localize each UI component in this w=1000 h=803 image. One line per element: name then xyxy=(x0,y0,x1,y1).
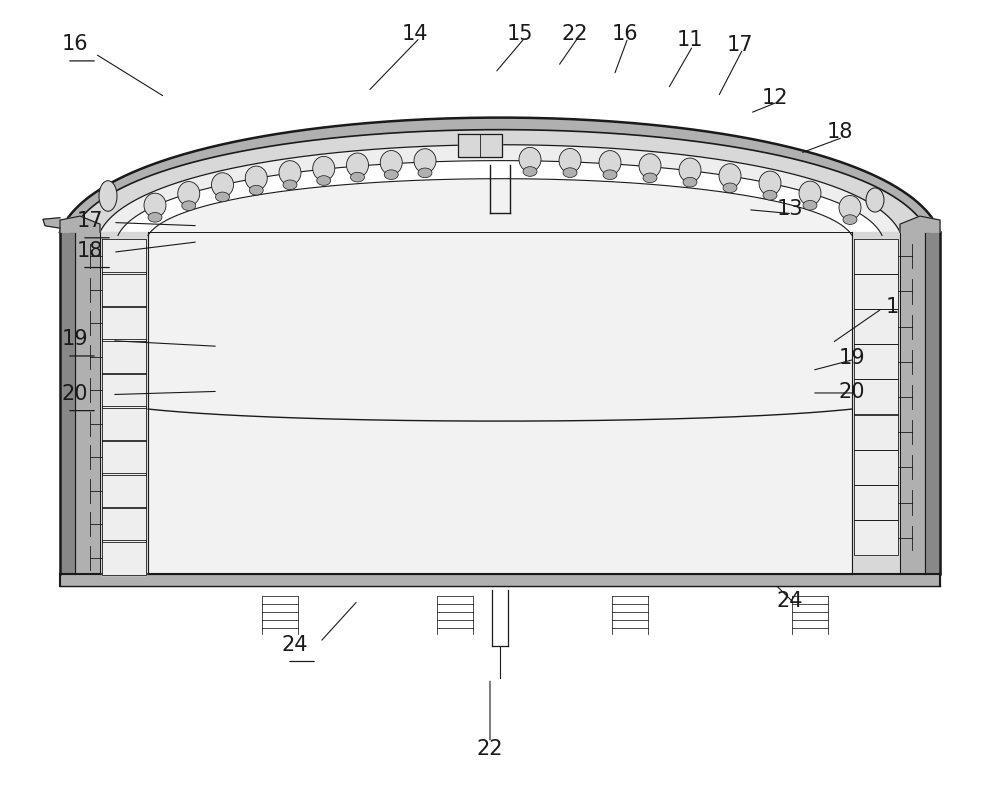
Polygon shape xyxy=(60,119,940,233)
Polygon shape xyxy=(102,406,146,442)
Polygon shape xyxy=(900,217,940,233)
Polygon shape xyxy=(925,233,940,574)
Ellipse shape xyxy=(347,154,369,178)
Ellipse shape xyxy=(763,191,777,201)
Polygon shape xyxy=(854,380,898,415)
Polygon shape xyxy=(72,131,928,233)
Ellipse shape xyxy=(559,149,581,173)
Polygon shape xyxy=(854,344,898,380)
Polygon shape xyxy=(102,340,146,375)
Ellipse shape xyxy=(418,169,432,178)
Polygon shape xyxy=(854,450,898,485)
Ellipse shape xyxy=(719,165,741,189)
Ellipse shape xyxy=(212,173,234,198)
Polygon shape xyxy=(458,135,502,157)
Polygon shape xyxy=(854,520,898,556)
Polygon shape xyxy=(102,540,146,576)
Ellipse shape xyxy=(351,173,365,183)
Text: 20: 20 xyxy=(839,382,865,402)
Ellipse shape xyxy=(144,194,166,218)
Polygon shape xyxy=(900,233,925,574)
Text: 18: 18 xyxy=(827,122,853,141)
Text: 11: 11 xyxy=(677,31,703,50)
Polygon shape xyxy=(854,485,898,520)
Text: 24: 24 xyxy=(777,591,803,610)
Polygon shape xyxy=(854,239,898,275)
Text: 18: 18 xyxy=(77,241,103,260)
Ellipse shape xyxy=(380,151,402,175)
Text: 13: 13 xyxy=(777,199,803,218)
Ellipse shape xyxy=(99,181,117,212)
Text: 1: 1 xyxy=(885,297,899,316)
Ellipse shape xyxy=(384,170,398,180)
Polygon shape xyxy=(100,145,900,236)
Ellipse shape xyxy=(723,184,737,194)
Ellipse shape xyxy=(603,171,617,181)
Polygon shape xyxy=(102,239,146,275)
Ellipse shape xyxy=(283,181,297,190)
Ellipse shape xyxy=(245,167,267,191)
Ellipse shape xyxy=(799,182,821,206)
Ellipse shape xyxy=(563,169,577,178)
Ellipse shape xyxy=(803,202,817,211)
Text: 24: 24 xyxy=(282,634,308,654)
Ellipse shape xyxy=(643,173,657,183)
Text: 19: 19 xyxy=(62,329,88,349)
Ellipse shape xyxy=(639,154,661,178)
Text: 16: 16 xyxy=(612,24,638,43)
Polygon shape xyxy=(100,233,148,574)
Text: 16: 16 xyxy=(62,35,88,54)
Polygon shape xyxy=(854,275,898,310)
Ellipse shape xyxy=(866,189,884,213)
Ellipse shape xyxy=(414,149,436,173)
Polygon shape xyxy=(102,474,146,509)
Ellipse shape xyxy=(843,215,857,225)
Ellipse shape xyxy=(178,182,200,206)
Text: 22: 22 xyxy=(562,24,588,43)
Text: 12: 12 xyxy=(762,88,788,108)
Ellipse shape xyxy=(182,202,196,211)
Polygon shape xyxy=(102,507,146,542)
Polygon shape xyxy=(854,309,898,345)
Text: 19: 19 xyxy=(839,348,865,367)
Polygon shape xyxy=(102,306,146,341)
Polygon shape xyxy=(854,415,898,450)
Polygon shape xyxy=(60,574,940,586)
Text: 17: 17 xyxy=(727,35,753,55)
Ellipse shape xyxy=(759,172,781,196)
Polygon shape xyxy=(148,180,852,574)
Text: 15: 15 xyxy=(507,24,533,43)
Ellipse shape xyxy=(519,149,541,173)
Polygon shape xyxy=(75,233,100,574)
Ellipse shape xyxy=(216,193,230,202)
Polygon shape xyxy=(102,273,146,308)
Text: 22: 22 xyxy=(477,739,503,758)
Ellipse shape xyxy=(839,196,861,220)
Polygon shape xyxy=(102,440,146,475)
Ellipse shape xyxy=(523,168,537,177)
Polygon shape xyxy=(43,218,60,229)
Text: 17: 17 xyxy=(77,211,103,230)
Polygon shape xyxy=(60,233,75,574)
Polygon shape xyxy=(852,233,900,574)
Polygon shape xyxy=(102,373,146,409)
Ellipse shape xyxy=(249,186,263,196)
Polygon shape xyxy=(60,217,100,233)
Text: 14: 14 xyxy=(402,24,428,43)
Ellipse shape xyxy=(679,159,701,183)
Ellipse shape xyxy=(279,161,301,185)
Ellipse shape xyxy=(683,178,697,188)
Ellipse shape xyxy=(317,177,331,186)
Text: 20: 20 xyxy=(62,384,88,403)
Ellipse shape xyxy=(148,214,162,223)
Ellipse shape xyxy=(599,152,621,176)
Ellipse shape xyxy=(313,157,335,181)
